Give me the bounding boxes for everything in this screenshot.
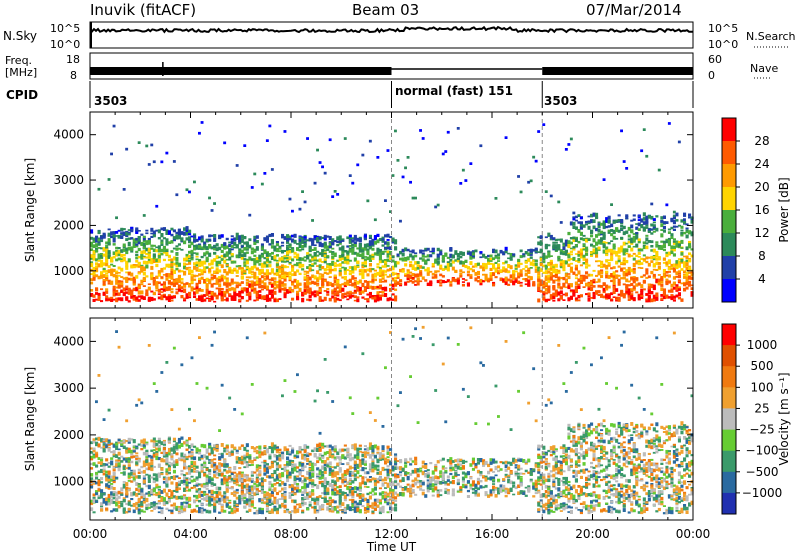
cpid-segment-3-label: 3503 — [544, 94, 578, 108]
xtick-label-0: 00:00 — [73, 527, 108, 541]
xtick-label-6: 00:00 — [676, 527, 711, 541]
power-ylabel: Slant Range [km] — [23, 158, 37, 262]
power-colorbar-band-2 — [722, 164, 736, 188]
velocity-colorbar-band-6 — [722, 450, 736, 473]
power-panel: 1000 2000 3000 4000 Slant Range [km] 4 8 12 16 20… — [23, 111, 791, 309]
nsky-trace — [89, 25, 693, 34]
power-colorbar-tick-5: 24 — [754, 157, 769, 171]
freq-label-line1: Freq. — [5, 54, 33, 67]
freq-bar-segment-3 — [542, 67, 693, 75]
freq-panel — [89, 52, 694, 80]
velocity-colorbar-band-3 — [722, 387, 736, 409]
velocity-colorbar-band-4 — [722, 408, 736, 430]
velocity-ylabel: Slant Range [km] — [23, 367, 37, 471]
velocity-panel: 1000 2000 3000 4000 Slant Range [km] 1000 500 1… — [23, 317, 791, 521]
velocity-data-cells — [90, 325, 694, 515]
power-colorbar-tick-6: 28 — [754, 134, 769, 148]
power-colorbar-band-5 — [722, 233, 736, 257]
power-colorbar-band-4 — [722, 210, 736, 234]
power-data-cells — [90, 121, 694, 303]
power-colorbar-tick-4: 20 — [754, 180, 769, 194]
nsky-label: N.Sky — [3, 29, 38, 43]
velocity-colorbar-tick-6: −500 — [746, 465, 779, 479]
power-colorbar-band-0 — [722, 118, 736, 142]
power-colorbar-band-7 — [722, 279, 736, 303]
power-ytick-4000: 4000 — [53, 128, 84, 142]
power-ytick-1000: 1000 — [53, 264, 84, 278]
nsearch-bottom-tick: 10^0 — [708, 38, 739, 51]
nsearch-top-tick: 10^5 — [708, 22, 739, 35]
xtick-label-5: 20:00 — [575, 527, 610, 541]
power-colorbar-tick-1: 8 — [758, 249, 766, 263]
power-colorbar-tick-2: 12 — [754, 226, 769, 240]
velocity-ytick-1000: 1000 — [53, 475, 84, 489]
nsky-bottom-tick: 10^0 — [50, 38, 81, 51]
velocity-ytick-3000: 3000 — [53, 381, 84, 395]
power-colorbar-tick-0: 4 — [758, 272, 766, 286]
velocity-colorbar-tick-4: −25 — [749, 423, 774, 437]
power-colorbar-label: Power [dB] — [777, 177, 791, 242]
freq-top-tick: 18 — [66, 53, 80, 66]
freq-label-line2: [MHz] — [5, 66, 38, 79]
nave-bottom-tick: 0 — [708, 69, 715, 82]
velocity-colorbar-band-2 — [722, 366, 736, 388]
cpid-segment-1-label: 3503 — [94, 94, 128, 108]
velocity-colorbar-band-0 — [722, 324, 736, 346]
nsky-panel — [89, 21, 694, 49]
power-ytick-3000: 3000 — [53, 173, 84, 187]
freq-bottom-tick: 8 — [70, 69, 77, 82]
xtick-label-2: 08:00 — [274, 527, 309, 541]
velocity-colorbar-band-5 — [722, 429, 736, 452]
nave-top-tick: 60 — [708, 53, 722, 66]
velocity-ytick-2000: 2000 — [53, 428, 84, 442]
xtick-label-1: 04:00 — [173, 527, 208, 541]
xaxis-label: Time UT — [366, 540, 417, 554]
velocity-colorbar-tick-5: −100 — [746, 444, 779, 458]
velocity-ytick-4000: 4000 — [53, 334, 84, 348]
velocity-colorbar-band-8 — [722, 492, 736, 515]
cpid-label: CPID — [6, 88, 39, 102]
velocity-colorbar-label: Velocity [m s⁻¹] — [777, 372, 791, 465]
power-ytick-2000: 2000 — [53, 218, 84, 232]
nsky-top-tick: 10^5 — [50, 22, 81, 35]
power-colorbar-band-1 — [722, 141, 736, 165]
power-colorbar-band-3 — [722, 187, 736, 211]
freq-bar-segment-1 — [90, 67, 392, 75]
velocity-colorbar-tick-1: 500 — [751, 359, 774, 373]
station-title: Inuvik (fitACF) — [90, 1, 197, 19]
nave-label: Nave — [750, 62, 779, 75]
beam-title: Beam 03 — [352, 1, 420, 19]
cpid-segment-2-label: normal (fast) 151 — [395, 84, 513, 98]
velocity-colorbar-tick-2: 100 — [751, 380, 774, 394]
velocity-colorbar-frame — [721, 323, 737, 515]
power-colorbar-band-6 — [722, 256, 736, 280]
velocity-colorbar-band-1 — [722, 345, 736, 367]
nsearch-label: N.Search — [746, 30, 796, 43]
velocity-colorbar-tick-7: −1000 — [742, 486, 783, 500]
velocity-colorbar-tick-0: 1000 — [747, 338, 778, 352]
velocity-colorbar-tick-3: 25 — [754, 401, 769, 415]
xtick-label-3: 12:00 — [374, 527, 409, 541]
xtick-label-4: 16:00 — [475, 527, 510, 541]
power-colorbar-tick-3: 16 — [754, 203, 769, 217]
date-title: 07/Mar/2014 — [586, 1, 682, 19]
velocity-colorbar-band-7 — [722, 471, 736, 494]
